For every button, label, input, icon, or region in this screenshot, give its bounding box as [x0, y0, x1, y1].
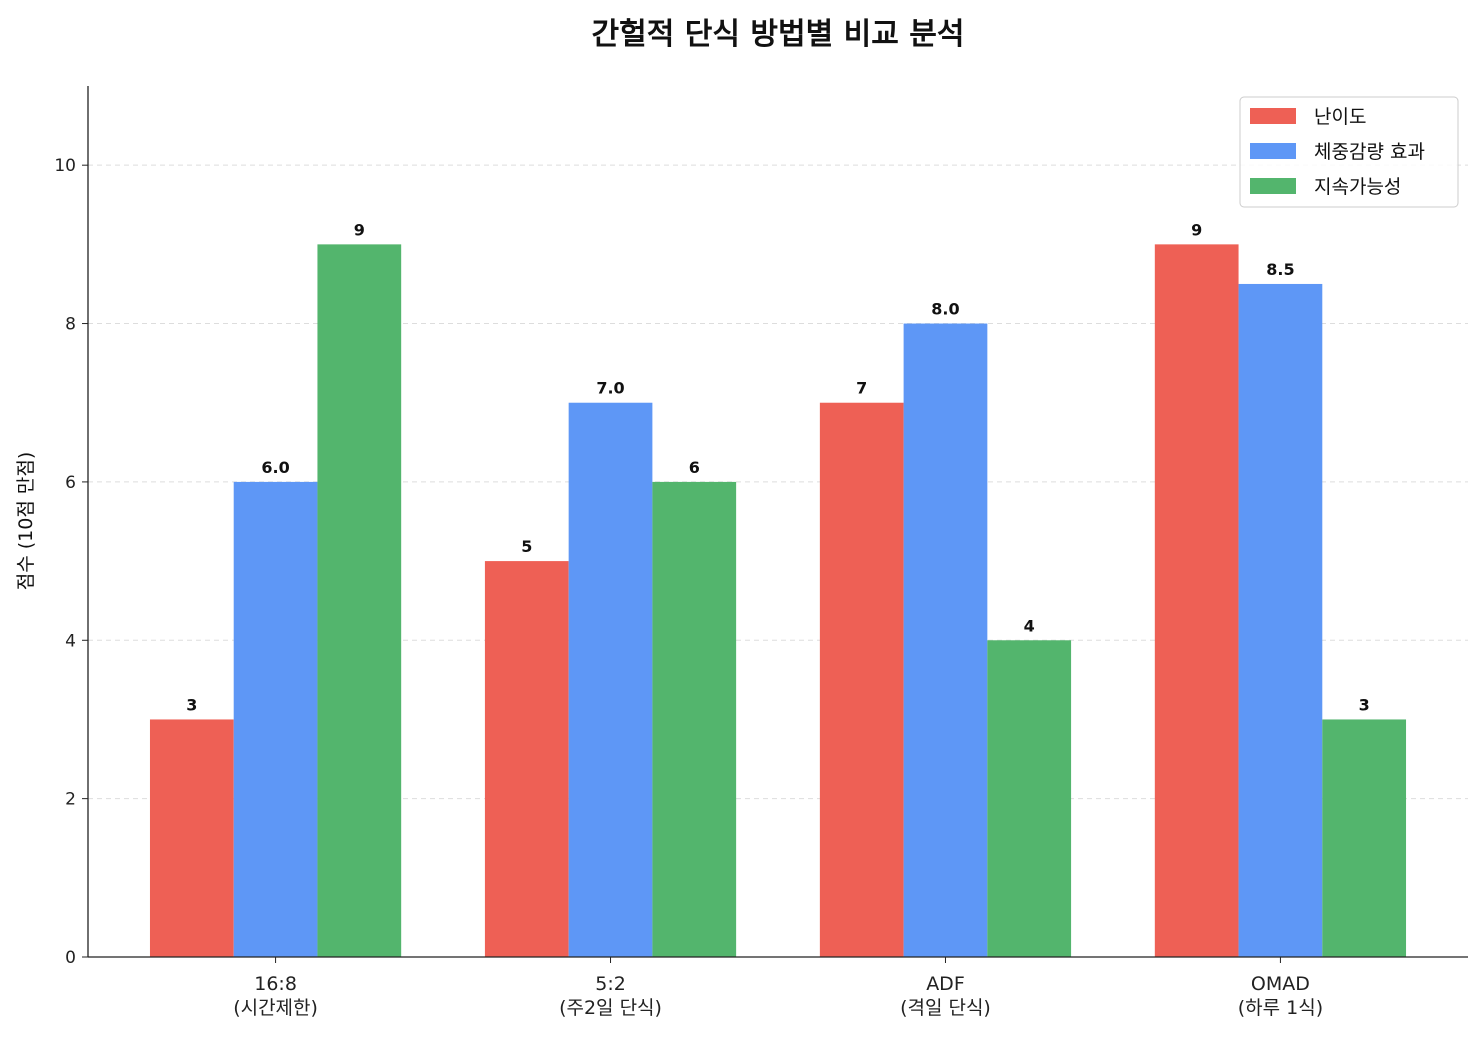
chart-title: 간헐적 단식 방법별 비교 분석	[592, 17, 965, 52]
data-label: 6	[689, 458, 700, 477]
bar	[1238, 283, 1323, 957]
data-label: 5	[521, 537, 532, 556]
x-tick-label: (시간제한)	[233, 997, 318, 1019]
data-label: 3	[1359, 695, 1370, 714]
legend-label: 난이도	[1314, 106, 1366, 128]
x-tick-label: OMAD	[1251, 973, 1310, 995]
y-tick-label: 4	[65, 631, 76, 651]
bar	[819, 402, 904, 957]
data-label: 9	[354, 220, 365, 239]
bar	[1322, 719, 1407, 957]
data-label: 8.0	[931, 300, 959, 319]
legend-swatch	[1250, 178, 1296, 194]
bar	[233, 481, 318, 957]
legend-label: 체중감량 효과	[1314, 141, 1425, 163]
y-tick-label: 10	[54, 156, 76, 176]
x-tick-label: (격일 단식)	[900, 997, 991, 1019]
data-label: 7.0	[596, 379, 624, 398]
x-tick-label: (주2일 단식)	[559, 997, 662, 1019]
data-label: 3	[186, 695, 197, 714]
x-tick-label: 16:8	[254, 973, 297, 995]
x-tick-label: 5:2	[595, 973, 626, 995]
bar	[987, 640, 1072, 957]
data-label: 4	[1024, 616, 1035, 635]
bar	[1154, 244, 1239, 957]
y-tick-label: 6	[65, 473, 76, 493]
bar	[903, 323, 988, 958]
y-tick-label: 0	[65, 948, 76, 968]
legend-swatch	[1250, 108, 1296, 124]
legend-swatch	[1250, 143, 1296, 159]
data-label: 6.0	[261, 458, 289, 477]
bar	[149, 719, 234, 957]
legend-label: 지속가능성	[1314, 176, 1401, 198]
bar	[317, 244, 402, 957]
y-tick-label: 2	[65, 790, 76, 810]
y-axis-label: 점수 (10점 만점)	[15, 452, 37, 590]
y-tick-label: 8	[65, 315, 76, 335]
bar	[652, 481, 737, 957]
bar	[568, 402, 653, 957]
x-tick-label: (하루 1식)	[1238, 997, 1323, 1019]
data-label: 7	[856, 379, 867, 398]
bar	[484, 561, 569, 957]
data-label: 9	[1191, 220, 1202, 239]
x-tick-label: ADF	[926, 973, 965, 995]
data-label: 8.5	[1266, 260, 1294, 279]
